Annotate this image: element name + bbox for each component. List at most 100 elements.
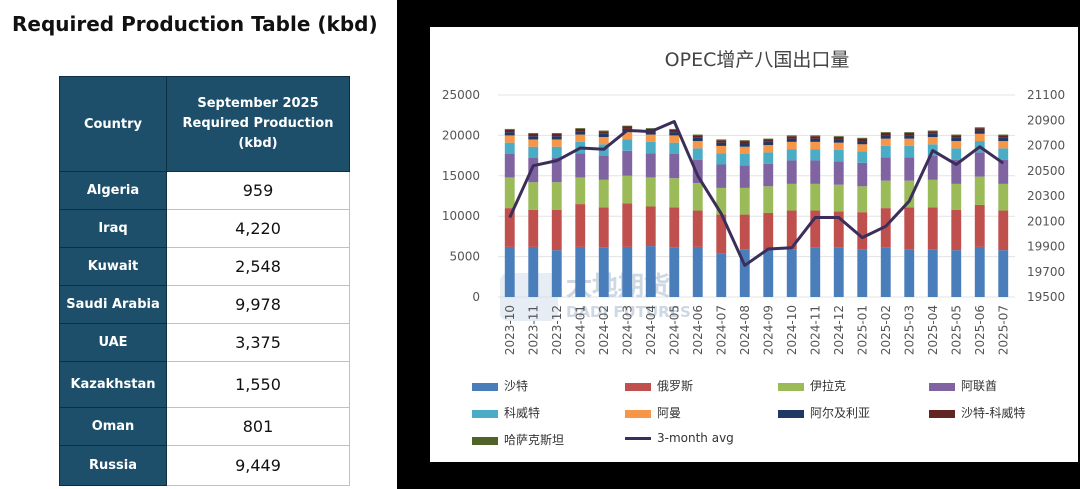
value-cell: 4,220 — [166, 209, 350, 248]
header-required-production: September 2025 Required Production (kbd) — [166, 76, 350, 172]
svg-text:DADI FUTURES: DADI FUTURES — [566, 303, 691, 321]
bar-segment — [927, 249, 938, 297]
bar-segment — [645, 128, 656, 129]
bar-segment — [739, 141, 750, 144]
bar-segment — [622, 132, 633, 140]
y2-tick-label: 20900 — [1027, 113, 1065, 127]
x-tick-label: 2025-06 — [973, 305, 987, 355]
bar-segment — [763, 139, 774, 142]
bar-segment — [904, 132, 915, 133]
bar-segment — [951, 209, 962, 251]
bar-segment — [598, 179, 609, 208]
bar-segment — [833, 161, 844, 185]
bar-segment — [551, 146, 562, 159]
legend-swatch — [625, 409, 651, 418]
bar-segment — [669, 153, 680, 179]
bar-segment — [880, 180, 891, 209]
bar-segment — [833, 139, 844, 143]
x-tick-label: 2025-07 — [996, 305, 1010, 355]
legend-label: 俄罗斯 — [657, 379, 694, 393]
bar-segment — [904, 138, 915, 146]
bar-segment — [786, 183, 797, 211]
bar-segment — [575, 128, 586, 132]
bar-segment — [974, 204, 985, 247]
bar-segment — [833, 149, 844, 162]
bar-segment — [692, 135, 703, 138]
x-tick-label: 2024-09 — [761, 305, 775, 355]
bar-segment — [575, 134, 586, 142]
bar-segment — [974, 133, 985, 142]
table-row: Oman 801 — [59, 407, 350, 446]
bar-segment — [833, 184, 844, 212]
country-cell: Kuwait — [59, 247, 167, 286]
legend-swatch — [929, 382, 955, 391]
legend-item: 阿曼 — [625, 404, 681, 421]
bar-segment — [998, 137, 1009, 142]
country-cell: Russia — [59, 445, 167, 486]
bar-segment — [504, 153, 515, 178]
bar-segment — [833, 137, 844, 140]
x-tick-label: 2024-06 — [691, 305, 705, 355]
bar-segment — [622, 139, 633, 151]
bar-segment — [904, 132, 915, 136]
bar-segment — [786, 210, 797, 250]
bar-segment — [927, 137, 938, 145]
legend-label: 3-month avg — [657, 431, 734, 445]
bar-segment — [739, 249, 750, 297]
bar-segment — [598, 207, 609, 248]
bar-segment — [528, 139, 539, 147]
legend-label: 阿曼 — [657, 406, 682, 420]
bar-segment — [951, 148, 962, 160]
x-tick-label: 2024-12 — [832, 305, 846, 355]
bar-segment — [575, 204, 586, 247]
legend-label: 伊拉克 — [810, 379, 847, 393]
legend-label: 科威特 — [504, 406, 541, 420]
bar-segment — [528, 146, 539, 159]
bar-segment — [904, 135, 915, 139]
value-cell: 9,449 — [166, 445, 350, 486]
x-tick-label: 2025-02 — [879, 305, 893, 355]
bar-segment — [810, 138, 821, 142]
bar-segment — [998, 250, 1009, 297]
bar-segment — [669, 207, 680, 248]
bar-segment — [622, 203, 633, 247]
legend-swatch — [472, 436, 498, 445]
x-tick-label: 2025-03 — [902, 305, 916, 355]
export-chart-panel: OPEC增产八国出口量 大地期货 DADI FUTURES 0 5000 10000… — [430, 27, 1078, 462]
bar-segment — [622, 125, 633, 127]
bar-segment — [504, 128, 515, 130]
bar-segment — [904, 145, 915, 158]
country-cell: UAE — [59, 323, 167, 362]
bar-segment — [951, 159, 962, 184]
table-title: Required Production Table (kbd) — [12, 12, 378, 36]
bar-segment — [880, 157, 891, 181]
bar-segment — [810, 135, 821, 137]
country-cell: Oman — [59, 407, 167, 446]
bar-segment — [598, 155, 609, 180]
bar-segment — [810, 210, 821, 248]
bar-segment — [716, 187, 727, 215]
bar-segment — [857, 144, 868, 152]
bar-segment — [504, 177, 515, 209]
bar-segment — [857, 151, 868, 163]
bar-segment — [504, 135, 515, 143]
x-tick-label: 2024-10 — [785, 305, 799, 355]
bar-segment — [904, 157, 915, 181]
bar-segment — [904, 180, 915, 208]
bar-segment — [974, 246, 985, 297]
bar-segment — [575, 128, 586, 129]
legend-label: 哈萨克斯坦 — [504, 433, 565, 447]
bar-segment — [622, 150, 633, 176]
bar-segment — [739, 187, 750, 215]
x-tick-label: 2025-05 — [949, 305, 963, 355]
bar-segment — [598, 133, 609, 138]
bar-segment — [716, 140, 727, 143]
bar-segment — [763, 249, 774, 297]
bar-segment — [645, 141, 656, 154]
bar-segment — [974, 152, 985, 177]
bar-segment — [645, 246, 656, 297]
bar-segment — [786, 136, 797, 139]
bar-segment — [739, 165, 750, 188]
bar-segment — [786, 149, 797, 161]
bar-segment — [716, 164, 727, 188]
